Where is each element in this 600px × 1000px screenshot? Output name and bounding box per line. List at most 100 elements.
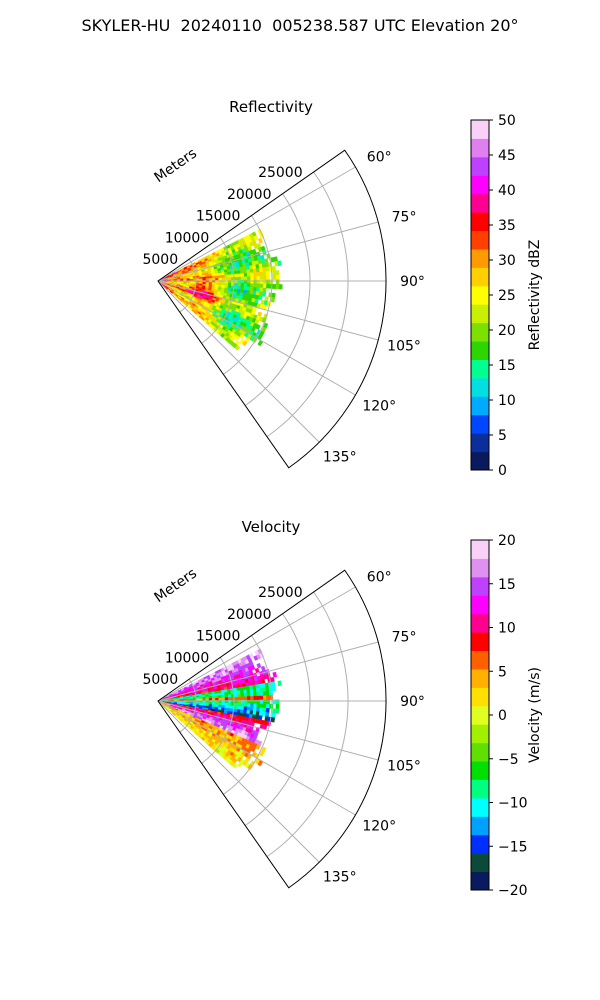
colorbar-segment [471, 341, 489, 360]
data-bin [240, 283, 245, 287]
data-bin [250, 283, 254, 288]
data-bin [202, 278, 207, 281]
colorbar-segment [471, 120, 489, 139]
data-bin [253, 275, 258, 281]
data-bin [234, 276, 239, 281]
range-tick-label: 25000 [258, 585, 303, 601]
data-bin [246, 272, 251, 277]
data-bin [256, 275, 261, 281]
azimuth-spoke [157, 280, 320, 443]
data-bin [272, 283, 277, 290]
azimuth-tick-label: 75° [392, 630, 417, 646]
data-bin [240, 696, 245, 701]
colorbar-segment [471, 248, 489, 268]
data-bin [266, 283, 270, 289]
data-bin [270, 677, 275, 683]
data-bin [237, 273, 242, 278]
colorbar-segment [471, 724, 489, 744]
data-bin [243, 283, 248, 288]
data-bin [271, 681, 276, 687]
data-bin [275, 284, 280, 290]
data-bin [272, 708, 277, 714]
data-bin [237, 761, 243, 768]
data-bin [262, 267, 267, 273]
colorbar-tick-label: 45 [498, 148, 516, 164]
data-bin [262, 687, 267, 693]
colorbar-segment [471, 359, 489, 379]
azimuth-spoke [157, 586, 356, 702]
data-bin [218, 282, 223, 286]
data-bin [254, 667, 260, 674]
data-bin [247, 276, 251, 281]
data-bin [252, 268, 257, 273]
colorbar-segment [471, 834, 489, 854]
data-bin [259, 271, 264, 277]
data-bin [259, 703, 264, 709]
data-bin [243, 692, 248, 698]
data-bin [227, 691, 232, 696]
colorbar-tick-label: 40 [498, 183, 516, 199]
range-tick-label: 5000 [142, 252, 178, 268]
data-bin [218, 697, 223, 701]
azimuth-tick-label: 120° [362, 818, 396, 834]
data-bin [240, 286, 245, 291]
data-bin [253, 695, 258, 701]
colorbar-tick-label: −15 [498, 839, 528, 855]
data-bin [234, 273, 238, 278]
data-bin [240, 703, 245, 707]
data-bin [247, 696, 251, 701]
data-bin [255, 744, 261, 750]
range-tick-label: 15000 [196, 209, 241, 225]
data-bin [243, 689, 248, 694]
data-bin [240, 706, 245, 711]
data-bin [262, 695, 267, 701]
data-bin [202, 698, 207, 701]
colorbar-tick-label: −20 [498, 883, 528, 899]
data-bin [208, 278, 213, 281]
data-bin [211, 277, 216, 281]
data-bin [243, 286, 248, 291]
azimuth-spoke [157, 700, 356, 816]
colorbar-segment [471, 632, 489, 652]
range-ring [223, 635, 273, 795]
colorbar-tick-label: 20 [498, 323, 516, 339]
data-bin [221, 697, 226, 701]
data-bin [259, 275, 264, 281]
colorbar-segment [471, 267, 489, 287]
data-bin [215, 277, 219, 281]
data-bin [233, 705, 238, 710]
data-bin [214, 695, 219, 699]
data-bin [233, 285, 238, 290]
colorbar-segment [471, 230, 489, 250]
colorbar-segment [471, 433, 489, 453]
colorbar-segment [471, 212, 489, 232]
data-bin [249, 688, 254, 694]
data-bin [221, 272, 226, 276]
azimuth-spoke [157, 280, 356, 396]
data-bin [249, 268, 254, 274]
data-bin [208, 698, 213, 701]
data-bin [270, 297, 276, 303]
data-bin [243, 706, 248, 711]
colorbar-tick-label: 0 [498, 708, 507, 724]
data-bin [252, 688, 257, 693]
data-bin [240, 689, 245, 695]
panel-title: Reflectivity [229, 98, 313, 116]
data-bin [277, 680, 282, 687]
range-tick-label: 25000 [258, 165, 303, 181]
data-bin [218, 702, 223, 706]
azimuth-spoke [157, 700, 379, 761]
data-bin [259, 287, 264, 293]
data-bin [275, 274, 280, 281]
data-bin [224, 697, 229, 701]
data-bin [257, 237, 263, 244]
data-bin [265, 707, 270, 713]
colorbar-tick-label: 50 [498, 113, 516, 129]
colorbar-tick-label: 10 [498, 393, 516, 409]
data-bin [275, 270, 280, 276]
data-bin [271, 265, 276, 272]
range-axis-label: Meters [152, 145, 200, 186]
data-bin [272, 274, 277, 280]
azimuth-tick-label: 135° [323, 450, 357, 466]
